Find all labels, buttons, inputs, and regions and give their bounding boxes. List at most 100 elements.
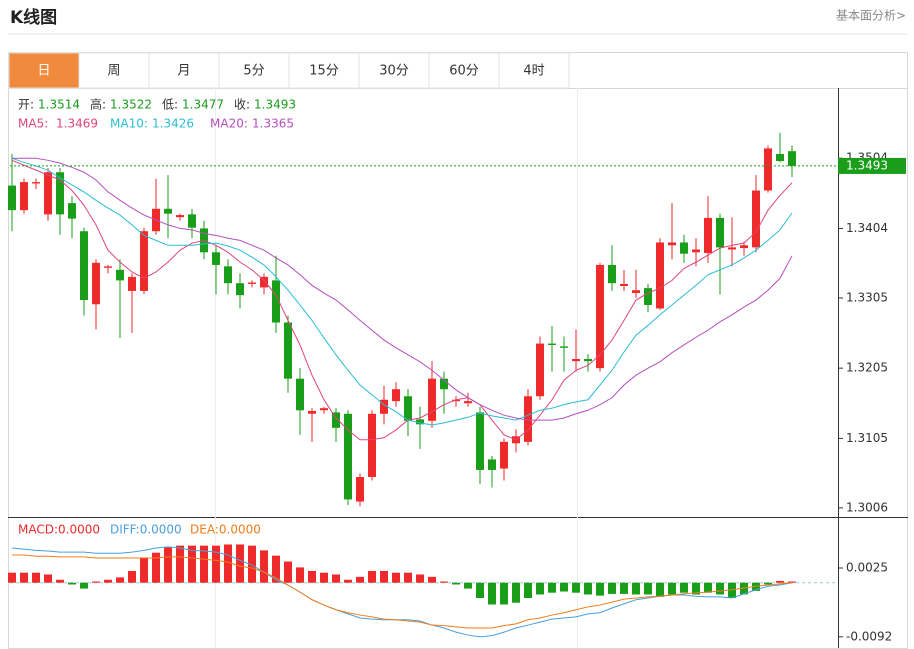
macd-bar	[8, 572, 16, 583]
candle-body	[680, 242, 688, 254]
tab-label[interactable]: 周	[107, 64, 120, 79]
macd-bar	[740, 582, 748, 595]
candle-body	[116, 269, 124, 281]
macd-bar	[440, 581, 448, 583]
tab[interactable]	[218, 52, 290, 89]
candle-body	[476, 412, 484, 470]
candle-body	[632, 290, 640, 294]
candle-body	[32, 182, 40, 184]
candle-body	[164, 208, 172, 214]
macd-bar	[68, 582, 76, 585]
candle-body	[536, 343, 544, 397]
candle-body	[56, 172, 64, 215]
macd-bar	[128, 570, 136, 583]
tab[interactable]	[78, 52, 150, 89]
ma-value: 1.3426	[152, 117, 194, 131]
candle-body	[620, 283, 628, 286]
candle-body	[272, 280, 280, 323]
macd-bar	[596, 582, 604, 596]
macd-bar	[164, 547, 172, 583]
tab-label[interactable]: 日	[37, 64, 50, 79]
tab-label[interactable]: 月	[177, 64, 190, 79]
macd-bar	[656, 582, 664, 597]
ma-line	[11, 157, 793, 426]
candle-body	[560, 346, 568, 348]
candle-body	[464, 401, 472, 404]
tab-label[interactable]: 30分	[379, 64, 409, 79]
ma-label: MA5:	[18, 117, 48, 131]
ma-value: 1.3469	[56, 117, 98, 131]
macd-bar	[32, 572, 40, 583]
y-tick-label: 1.3205	[846, 361, 888, 375]
macd-bar	[548, 582, 556, 593]
candle-body	[728, 247, 736, 250]
candle-body	[704, 217, 712, 253]
tab[interactable]	[8, 52, 80, 89]
macd-bar	[776, 580, 784, 583]
tab[interactable]	[288, 52, 360, 89]
fundamental-link[interactable]: 基本面分析>	[836, 9, 906, 23]
candle-body	[308, 410, 316, 414]
tab-label[interactable]: 5分	[243, 64, 264, 79]
macd-bar	[344, 579, 352, 583]
tab[interactable]	[428, 52, 500, 89]
candle-body	[188, 214, 196, 228]
tab[interactable]	[498, 52, 570, 89]
macd-bar	[536, 582, 544, 595]
candle-body	[608, 264, 616, 284]
candle-body	[284, 322, 292, 379]
macd-bar	[200, 545, 208, 583]
y-tick-label: 1.3006	[846, 500, 888, 514]
candle-body	[296, 378, 304, 411]
candle-body	[8, 185, 16, 211]
macd-bar	[572, 582, 580, 593]
ma-label: MA10:	[110, 117, 148, 131]
macd-bar	[476, 582, 484, 598]
last-price-box	[838, 157, 906, 174]
macd-bar	[428, 576, 436, 583]
candle-body	[656, 242, 664, 309]
tab-label[interactable]: 15分	[309, 64, 339, 79]
candle-body	[176, 215, 184, 218]
macd-bar	[92, 581, 100, 583]
macd-bar	[296, 567, 304, 583]
macd-bar	[644, 582, 652, 595]
ma-label: MA20:	[210, 117, 248, 131]
candle-body	[428, 378, 436, 421]
candle-body	[92, 262, 100, 305]
macd-bar	[56, 579, 64, 583]
candle-body	[740, 245, 748, 249]
candle-body	[212, 252, 220, 265]
candle-body	[236, 283, 244, 296]
candle-body	[644, 288, 652, 305]
macd-bar	[356, 576, 364, 583]
macd-bar	[248, 545, 256, 583]
tab-label[interactable]: 60分	[449, 64, 479, 79]
candle-body	[368, 413, 376, 477]
candle-body	[596, 264, 604, 369]
candle-body	[488, 459, 496, 470]
candle-body	[80, 231, 88, 301]
macd-bar	[272, 555, 280, 583]
macd-bar	[44, 574, 52, 583]
candle-body	[440, 378, 448, 390]
macd-bar	[608, 582, 616, 594]
ohlc-label: 低:	[162, 98, 178, 112]
candle-body	[416, 419, 424, 425]
candle-body	[20, 182, 28, 211]
candle-body	[68, 203, 76, 219]
macd-bar	[788, 581, 796, 583]
macd-bar	[620, 582, 628, 594]
ma-line	[11, 159, 793, 441]
macd-bar	[704, 582, 712, 593]
macd-bar	[236, 544, 244, 583]
candle-body	[776, 154, 784, 162]
tab-label[interactable]: 4时	[523, 64, 544, 79]
candle-body	[668, 242, 676, 246]
macd-bar	[80, 582, 88, 589]
candle-body	[248, 282, 256, 284]
candle-body	[548, 343, 556, 345]
macd-bar	[224, 544, 232, 583]
tab[interactable]	[148, 52, 220, 89]
candle-body	[224, 266, 232, 284]
